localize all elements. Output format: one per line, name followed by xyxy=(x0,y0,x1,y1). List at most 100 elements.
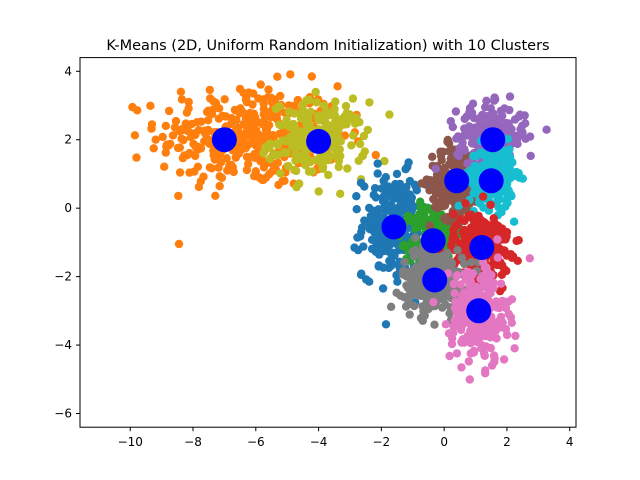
cluster-6-point xyxy=(512,134,521,143)
cluster-1-point xyxy=(205,139,214,148)
cluster-1-point xyxy=(256,80,265,89)
cluster-10-point xyxy=(511,331,520,341)
x-tick-label: −6 xyxy=(247,435,265,449)
cluster-1-point xyxy=(244,88,253,97)
cluster-1-point xyxy=(194,182,204,192)
cluster-3-point xyxy=(392,169,402,179)
cluster-1-point xyxy=(248,100,257,109)
y-axis: −6 −4 −2 0 2 4 xyxy=(54,64,80,421)
cluster-1-point xyxy=(193,162,203,171)
cluster-1-point xyxy=(290,101,299,111)
cluster-3-point xyxy=(371,238,381,247)
cluster-8-point xyxy=(495,286,505,296)
cluster-5-point xyxy=(440,163,449,173)
cluster-10-point xyxy=(499,355,509,364)
cluster-2-point xyxy=(318,162,328,171)
cluster-2-point xyxy=(311,87,320,97)
cluster-3-point xyxy=(405,190,414,199)
cluster-2-point xyxy=(334,134,343,143)
cluster-3-point xyxy=(370,184,380,193)
cluster-8-point xyxy=(452,221,461,230)
cluster-3-point xyxy=(389,194,398,203)
cluster-1-point xyxy=(164,106,174,116)
cluster-10-point xyxy=(445,351,454,361)
cluster-7-point xyxy=(454,201,463,210)
cluster-1-point xyxy=(132,153,141,162)
cluster-2-point xyxy=(363,125,372,135)
cluster-1-point xyxy=(230,115,239,125)
cluster-1-point xyxy=(200,127,209,137)
cluster-10-point xyxy=(469,348,479,357)
centroid-marker-8 xyxy=(469,235,495,260)
cluster-1-point xyxy=(204,106,213,115)
cluster-4-point xyxy=(407,215,416,224)
y-tick-label: −2 xyxy=(54,270,72,284)
cluster-1-point xyxy=(161,148,170,157)
centroid-marker-3 xyxy=(381,214,407,240)
centroid-marker-7 xyxy=(478,168,504,194)
cluster-10-point xyxy=(490,354,499,363)
cluster-10-point xyxy=(429,298,438,307)
cluster-2-point xyxy=(273,150,283,160)
cluster-3-point xyxy=(382,245,392,254)
cluster-9-point xyxy=(402,272,412,281)
centroid-markers xyxy=(211,127,506,324)
cluster-1-point xyxy=(183,150,192,160)
cluster-4-point xyxy=(398,242,407,251)
cluster-10-point xyxy=(450,289,459,298)
cluster-9-point xyxy=(467,258,476,267)
cluster-1-point xyxy=(235,84,245,94)
cluster-2-point xyxy=(276,121,286,130)
cluster-10-point xyxy=(448,334,457,343)
cluster-1-point xyxy=(149,144,158,153)
chart-title: K-Means (2D, Uniform Random Initializati… xyxy=(106,38,549,54)
cluster-6-point xyxy=(463,159,472,168)
cluster-2-point xyxy=(365,98,374,107)
cluster-1-point xyxy=(177,134,186,143)
cluster-10-point xyxy=(507,295,517,304)
cluster-1-point xyxy=(170,123,180,132)
cluster-3-point xyxy=(352,205,361,214)
cluster-2-point xyxy=(301,161,310,170)
cluster-1-point xyxy=(264,85,273,94)
cluster-6-point xyxy=(460,114,469,124)
cluster-3-point xyxy=(405,201,414,210)
cluster-2-point xyxy=(296,127,305,136)
cluster-9-point xyxy=(438,303,447,312)
cluster-4-point xyxy=(426,215,436,224)
cluster-10-point xyxy=(489,284,498,293)
cluster-10-point xyxy=(466,338,475,347)
cluster-2-point xyxy=(336,189,345,198)
cluster-5-point xyxy=(440,215,450,224)
cluster-1-point xyxy=(184,126,193,136)
y-tick-label: −6 xyxy=(54,407,72,421)
cluster-8-point xyxy=(486,200,495,210)
cluster-9-point xyxy=(430,320,439,329)
cluster-8-point xyxy=(460,225,469,235)
cluster-1-point xyxy=(247,124,256,133)
cluster-2-point xyxy=(314,187,323,196)
cluster-6-point xyxy=(448,122,457,132)
cluster-6-point xyxy=(542,125,551,134)
cluster-10-point xyxy=(469,286,478,295)
cluster-1-point xyxy=(209,151,218,160)
cluster-10-point xyxy=(496,279,506,288)
cluster-1-point xyxy=(371,150,380,160)
cluster-5-point xyxy=(448,191,458,201)
cluster-10-point xyxy=(510,344,519,353)
cluster-8-point xyxy=(508,252,518,261)
centroid-marker-9 xyxy=(422,267,448,293)
cluster-5-point xyxy=(437,189,446,198)
cluster-8-point xyxy=(449,209,458,219)
cluster-8-point xyxy=(501,235,510,244)
cluster-2-point xyxy=(283,121,292,130)
cluster-3-point xyxy=(367,218,376,227)
cluster-3-point xyxy=(405,176,415,186)
cluster-6-point xyxy=(488,120,497,129)
y-tick-label: 0 xyxy=(64,201,72,215)
cluster-1-point xyxy=(307,72,316,81)
cluster-8-point xyxy=(461,199,470,208)
centroid-marker-10 xyxy=(466,298,492,324)
cluster-9-point xyxy=(396,291,405,300)
cluster-3-point xyxy=(404,158,413,167)
